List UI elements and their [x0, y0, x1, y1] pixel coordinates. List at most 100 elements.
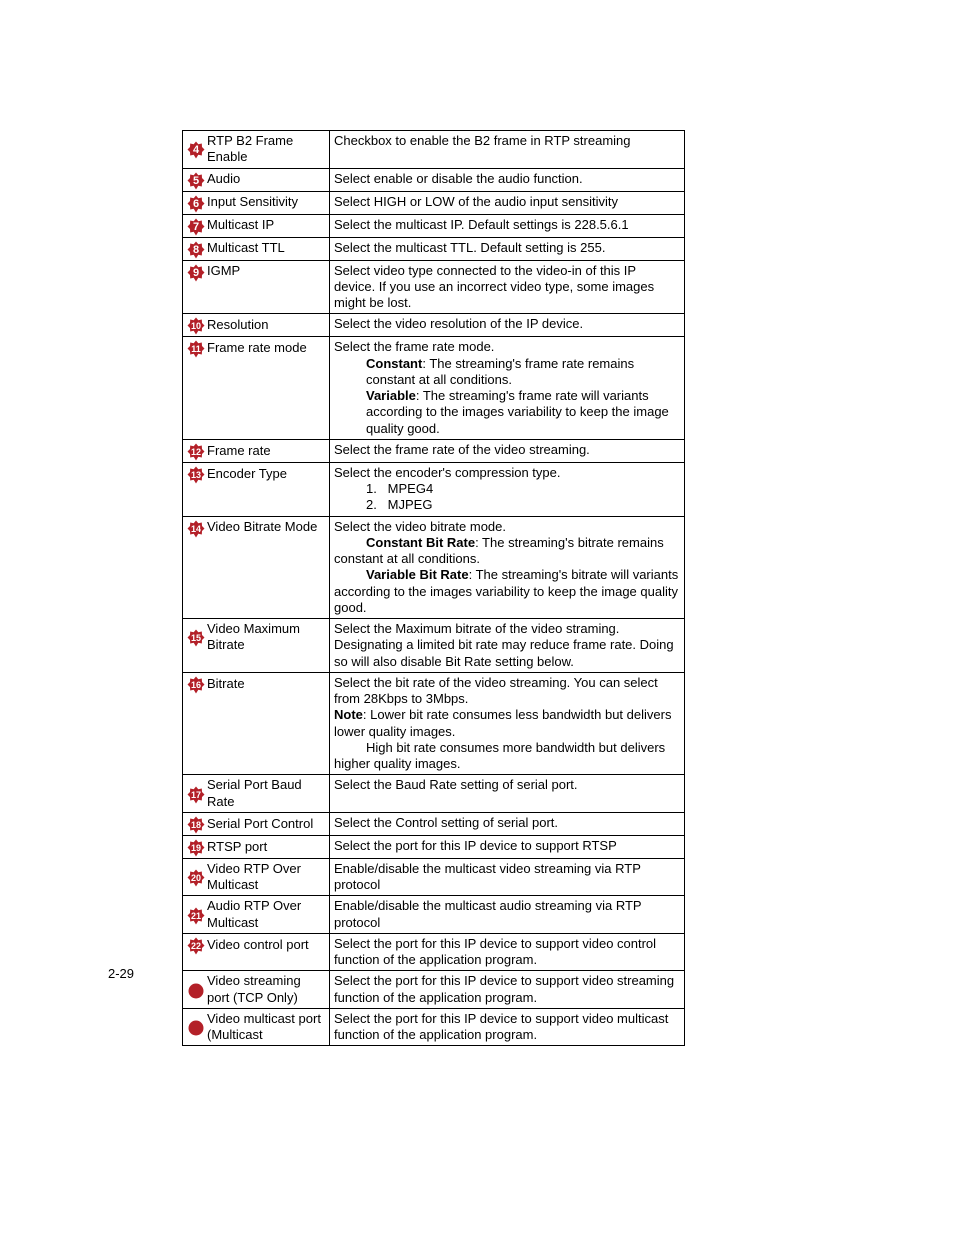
table-row: 6 Input Sensitivity Select HIGH or LOW of … — [183, 191, 685, 214]
svg-text:14: 14 — [191, 524, 201, 534]
setting-label: Video multicast port (Multicast — [207, 1011, 325, 1044]
setting-label: Video RTP Over Multicast — [207, 861, 325, 894]
description-cell: Select the encoder's compression type.1.… — [330, 462, 685, 516]
svg-text:12: 12 — [191, 447, 201, 457]
label-cell: 7 Multicast IP — [183, 214, 330, 237]
number-badge-icon: 9 — [187, 264, 205, 282]
table-row: 14 Video Bitrate Mode Select the video bit… — [183, 516, 685, 619]
table-row: 11 Frame rate mode Select the frame rate m… — [183, 337, 685, 440]
table-row: 22 Video control port Select the port for … — [183, 933, 685, 971]
number-badge-icon: 7 — [187, 218, 205, 236]
number-badge-icon: 20 — [187, 869, 205, 887]
description-cell: Select the multicast IP. Default setting… — [330, 214, 685, 237]
label-cell: 8 Multicast TTL — [183, 237, 330, 260]
table-row: 15 Video Maximum BitrateSelect the Maximu… — [183, 619, 685, 673]
table-row: 4RTP B2 Frame EnableCheckbox to enable t… — [183, 131, 685, 169]
setting-label: Video Bitrate Mode — [207, 519, 317, 535]
label-cell: 6 Input Sensitivity — [183, 191, 330, 214]
svg-text:15: 15 — [191, 633, 201, 643]
table-row: 7 Multicast IP Select the multicast IP. De… — [183, 214, 685, 237]
setting-label: RTP B2 Frame Enable — [207, 133, 325, 166]
svg-text:21: 21 — [191, 911, 201, 921]
number-badge-icon: 12 — [187, 443, 205, 461]
setting-label: Serial Port Baud Rate — [207, 777, 325, 810]
setting-label: Frame rate mode — [207, 340, 307, 356]
label-cell: 19RTSP port — [183, 835, 330, 858]
setting-label: Multicast IP — [207, 217, 274, 233]
label-cell: 16Bitrate — [183, 672, 330, 775]
description-cell: Select the multicast TTL. Default settin… — [330, 237, 685, 260]
table-row: 17Serial Port Baud RateSelect the Baud R… — [183, 775, 685, 813]
table-row: 10 Resolution Select the video resolution … — [183, 314, 685, 337]
description-cell: Select enable or disable the audio funct… — [330, 168, 685, 191]
label-cell: 22 Video control port — [183, 933, 330, 971]
table-row: 21Audio RTP Over MulticastEnable/disable… — [183, 896, 685, 934]
svg-text:5: 5 — [193, 175, 199, 187]
setting-label: Audio — [207, 171, 240, 187]
label-cell: 18Serial Port Control — [183, 812, 330, 835]
setting-label: Video control port — [207, 937, 309, 953]
settings-table: 4RTP B2 Frame EnableCheckbox to enable t… — [182, 130, 685, 1046]
setting-label: Resolution — [207, 317, 268, 333]
description-cell: Select HIGH or LOW of the audio input se… — [330, 191, 685, 214]
svg-text:16: 16 — [191, 680, 201, 690]
number-badge-icon: 5 — [187, 172, 205, 190]
number-badge-icon: 15 — [187, 629, 205, 647]
description-cell: Select the frame rate mode.Constant: The… — [330, 337, 685, 440]
svg-text:20: 20 — [191, 873, 201, 883]
table-row: 16BitrateSelect the bit rate of the vide… — [183, 672, 685, 775]
number-badge-icon: 11 — [187, 340, 205, 358]
description-cell: Select the frame rate of the video strea… — [330, 439, 685, 462]
svg-text:18: 18 — [191, 820, 201, 830]
table-row: 19RTSP portSelect the port for this IP d… — [183, 835, 685, 858]
document-page: 4RTP B2 Frame EnableCheckbox to enable t… — [0, 0, 954, 1046]
number-badge-icon: 8 — [187, 241, 205, 259]
svg-text:13: 13 — [191, 470, 201, 480]
setting-label: Multicast TTL — [207, 240, 285, 256]
label-cell: 9 IGMP — [183, 260, 330, 314]
description-cell: Enable/disable the multicast audio strea… — [330, 896, 685, 934]
label-cell: 10 Resolution — [183, 314, 330, 337]
svg-text:8: 8 — [193, 244, 199, 256]
number-badge-icon: 16 — [187, 676, 205, 694]
svg-text:7: 7 — [193, 221, 199, 233]
svg-text:11: 11 — [191, 344, 201, 354]
label-cell: 12Frame rate — [183, 439, 330, 462]
setting-label: Input Sensitivity — [207, 194, 298, 210]
label-cell: Video streaming port (TCP Only) — [183, 971, 330, 1009]
label-cell: 4 RTP B2 Frame Enable — [183, 131, 330, 169]
description-cell: Select video type connected to the video… — [330, 260, 685, 314]
description-cell: Select the video bitrate mode.Constant B… — [330, 516, 685, 619]
number-badge-icon: 10 — [187, 317, 205, 335]
table-row: 8 Multicast TTL Select the multicast TTL. … — [183, 237, 685, 260]
description-cell: Select the Control setting of serial por… — [330, 812, 685, 835]
description-cell: Select the port for this IP device to su… — [330, 971, 685, 1009]
setting-label: Encoder Type — [207, 466, 287, 482]
svg-text:6: 6 — [193, 198, 199, 210]
svg-text:22: 22 — [191, 941, 201, 951]
table-row: 5 Audio Select enable or disable the audio… — [183, 168, 685, 191]
svg-text:9: 9 — [193, 267, 199, 279]
label-cell: Video multicast port (Multicast — [183, 1008, 330, 1046]
setting-label: IGMP — [207, 263, 240, 279]
description-cell: Select the Maximum bitrate of the video … — [330, 619, 685, 673]
number-badge-icon: 6 — [187, 195, 205, 213]
svg-text:4: 4 — [193, 144, 200, 156]
label-cell: 14 Video Bitrate Mode — [183, 516, 330, 619]
number-badge-icon: 4 — [187, 141, 205, 159]
description-cell: Select the video resolution of the IP de… — [330, 314, 685, 337]
number-badge-icon: 19 — [187, 839, 205, 857]
svg-text:10: 10 — [191, 321, 201, 331]
page-number: 2-29 — [108, 966, 134, 981]
number-badge-icon: 13 — [187, 466, 205, 484]
number-badge-icon — [187, 982, 205, 1000]
table-row: 20Video RTP Over MulticastEnable/disable… — [183, 858, 685, 896]
number-badge-icon: 21 — [187, 907, 205, 925]
setting-label: Video Maximum Bitrate — [207, 621, 325, 654]
description-cell: Select the port for this IP device to su… — [330, 1008, 685, 1046]
setting-label: Video streaming port (TCP Only) — [207, 973, 325, 1006]
label-cell: 5 Audio — [183, 168, 330, 191]
number-badge-icon: 17 — [187, 786, 205, 804]
table-row: Video multicast port (MulticastSelect th… — [183, 1008, 685, 1046]
description-cell: Select the port for this IP device to su… — [330, 933, 685, 971]
